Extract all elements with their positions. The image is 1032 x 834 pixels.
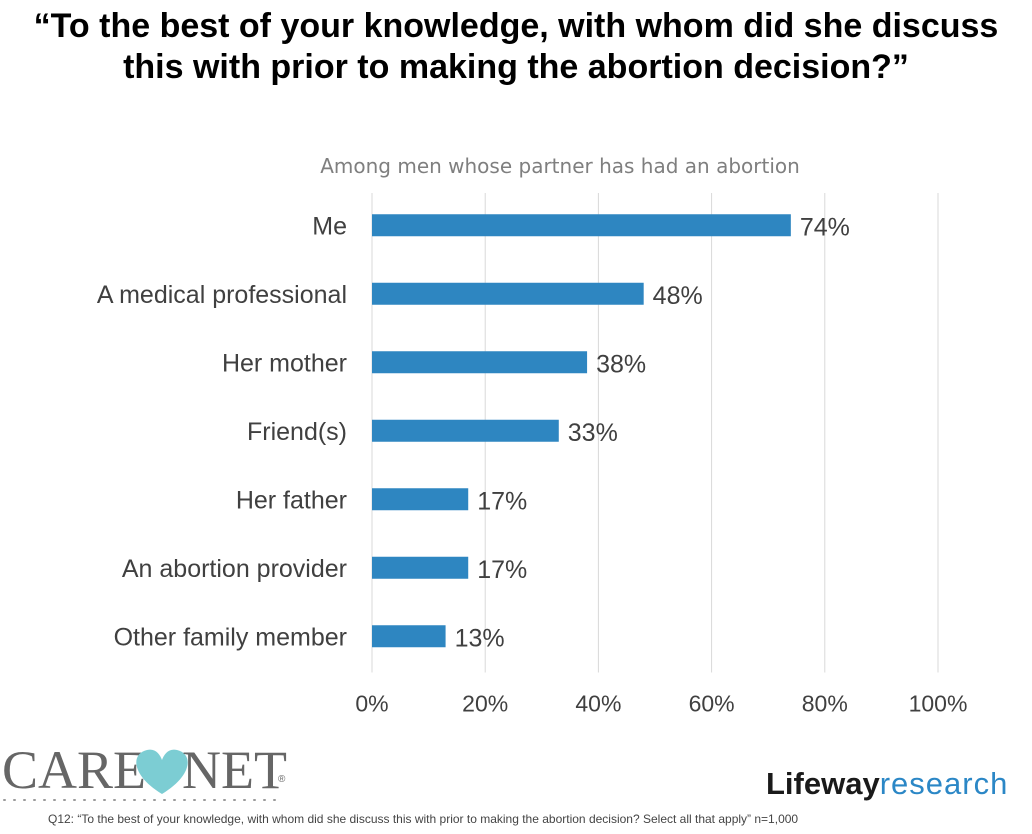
data-label: 38% [596, 350, 646, 378]
x-tick-label: 60% [689, 691, 735, 717]
data-label: 74% [800, 213, 850, 241]
category-label: Her father [236, 486, 347, 514]
data-label: 17% [477, 487, 527, 515]
x-tick-label: 100% [909, 691, 968, 717]
data-label: 13% [455, 624, 505, 652]
category-label: Her mother [222, 349, 347, 377]
category-label: A medical professional [97, 281, 347, 309]
x-tick-label: 40% [575, 691, 621, 717]
carenet-logo-left: CARE [2, 740, 146, 800]
bar [372, 214, 791, 237]
category-label: An abortion provider [122, 555, 347, 583]
chart-subtitle: Among men whose partner has had an abort… [320, 154, 800, 178]
bar [372, 556, 469, 579]
carenet-logo-right: NET [182, 740, 287, 800]
bar-chart: 0% 20% 40% 60% 80% 100% Me 74% A medical profess… [97, 193, 968, 717]
carenet-logo: CARE NET ® [2, 740, 287, 801]
category-label: Me [312, 212, 347, 240]
heart-icon [136, 749, 188, 794]
data-label: 33% [568, 419, 618, 447]
footnote-sample: n=1,000 [754, 812, 799, 826]
x-tick-label: 80% [802, 691, 848, 717]
bar [372, 625, 446, 648]
x-tick-label: 20% [462, 691, 508, 717]
footnote-question: Q12: “To the best of your knowledge, wit… [48, 812, 752, 826]
x-tick-label: 0% [355, 691, 388, 717]
data-label: 48% [653, 282, 703, 310]
category-label: Other family member [114, 623, 347, 651]
bar [372, 419, 559, 442]
lifeway-research-logo: Lifewayresearch [766, 764, 1008, 804]
lifeway-logo-part2: research [879, 766, 1009, 801]
bar [372, 282, 644, 305]
data-label: 17% [477, 556, 527, 584]
chart-title: “To the best of your knowledge, with who… [33, 7, 999, 86]
registered-mark: ® [278, 774, 286, 785]
bar [372, 351, 588, 374]
lifeway-logo-part1: Lifeway [766, 766, 880, 801]
footnote: Q12: “To the best of your knowledge, wit… [48, 812, 1008, 826]
category-label: Friend(s) [247, 418, 347, 446]
bar [372, 488, 469, 511]
